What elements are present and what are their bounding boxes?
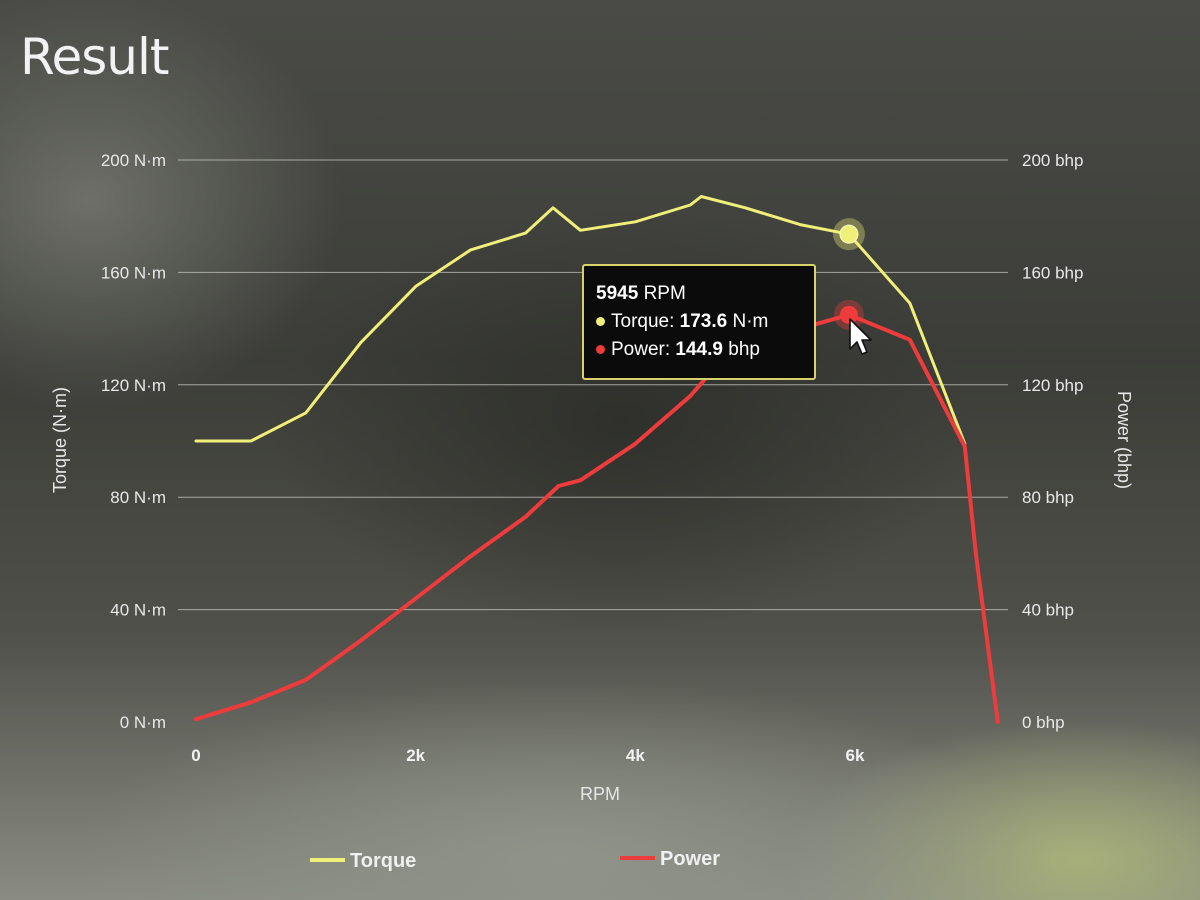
- right-tick-label: 0 bhp: [1022, 713, 1065, 732]
- tooltip-rpm-unit: RPM: [643, 283, 686, 304]
- tooltip-power-unit: bhp: [728, 339, 760, 360]
- hover-markers: [832, 218, 865, 330]
- x-tick-label: 4k: [626, 746, 645, 765]
- power-hover-point[interactable]: [839, 305, 858, 324]
- x-tick-label: 0: [191, 746, 200, 765]
- torque-hover-point[interactable]: [839, 224, 859, 244]
- left-tick-label: 200 N·m: [101, 151, 166, 170]
- x-tick-label: 2k: [406, 746, 425, 765]
- right-axis-ticks: 0 bhp 40 bhp 80 bhp 120 bhp 160 bhp 200 bhp: [1022, 151, 1083, 732]
- tooltip-torque-label: Torque:: [611, 311, 675, 332]
- tooltip-power-value: 144.9: [675, 339, 723, 360]
- x-axis-title: RPM: [580, 784, 620, 804]
- right-tick-label: 120 bhp: [1022, 376, 1083, 395]
- mouse-pointer-icon: [849, 318, 872, 355]
- right-tick-label: 200 bhp: [1022, 151, 1083, 170]
- tooltip-torque-row: Torque: 173.6 N·m: [596, 308, 802, 336]
- legend-item-power[interactable]: Power: [620, 848, 720, 870]
- left-tick-label: 80 N·m: [110, 488, 166, 507]
- tooltip-rpm-row: 5945 RPM: [596, 280, 802, 308]
- tooltip-torque-unit: N·m: [732, 311, 769, 332]
- left-tick-label: 0 N·m: [120, 713, 166, 732]
- right-tick-label: 80 bhp: [1022, 488, 1074, 507]
- power-dot-icon: [596, 345, 605, 355]
- tooltip-torque-value: 173.6: [679, 311, 728, 332]
- left-tick-label: 120 N·m: [101, 376, 166, 395]
- legend: Torque Power: [310, 848, 720, 872]
- tooltip-power-row: Power: 144.9 bhp: [596, 336, 802, 364]
- legend-torque-label: Torque: [350, 850, 416, 872]
- right-tick-label: 40 bhp: [1022, 601, 1074, 620]
- tooltip-rpm-value: 5945: [596, 283, 639, 304]
- right-tick-label: 160 bhp: [1022, 263, 1083, 282]
- data-tooltip: 5945 RPM Torque: 173.6 N·m Power: 144.9 …: [582, 264, 816, 380]
- left-tick-label: 40 N·m: [110, 601, 166, 620]
- tooltip-power-label: Power:: [611, 339, 671, 360]
- left-tick-label: 160 N·m: [101, 263, 166, 282]
- series-line-power: [194, 312, 1000, 724]
- x-axis-ticks: 0 2k 4k 6k: [191, 746, 865, 765]
- legend-item-torque[interactable]: Torque: [310, 850, 416, 872]
- right-axis-title: Power (bhp): [1114, 391, 1134, 489]
- page-title: Result: [20, 28, 169, 86]
- legend-power-label: Power: [660, 848, 720, 870]
- series-line-torque: [194, 195, 967, 446]
- left-axis-title: Torque (N·m): [50, 387, 70, 493]
- left-axis-ticks: 0 N·m 40 N·m 80 N·m 120 N·m 160 N·m 200 N·m: [101, 151, 166, 732]
- series-lines: [194, 195, 1000, 724]
- x-tick-label: 6k: [846, 746, 865, 765]
- torque-dot-icon: [596, 317, 605, 327]
